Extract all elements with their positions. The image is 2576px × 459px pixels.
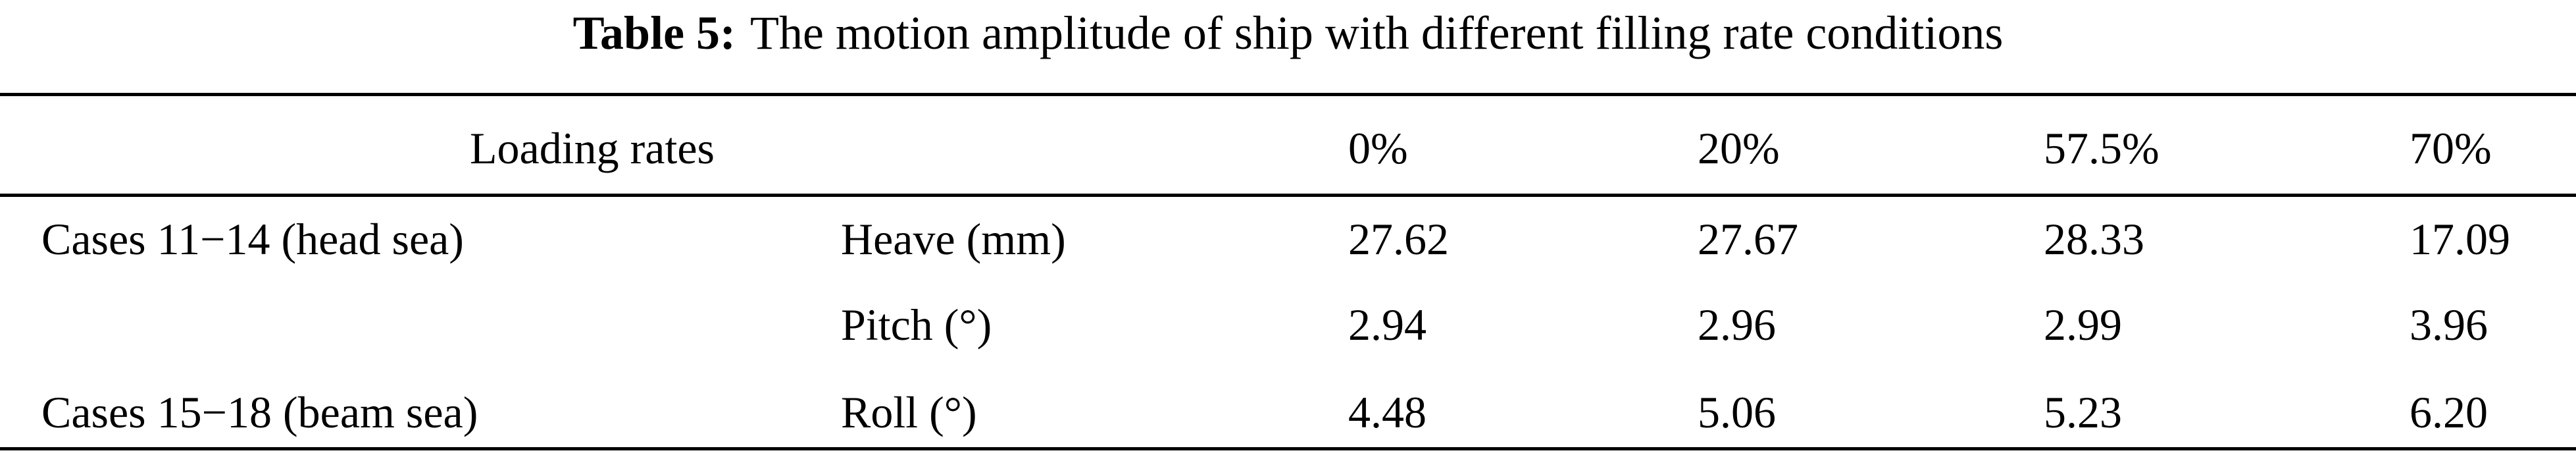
row-measure: Pitch (°) [841, 300, 992, 350]
top-rule [0, 93, 2576, 96]
row-group: Cases 15−18 (beam sea) [41, 387, 478, 437]
cell-value: 27.67 [1698, 214, 1798, 264]
cell-value: 27.62 [1348, 214, 1449, 264]
cell-value: 4.48 [1348, 387, 1427, 437]
cell-value: 6.20 [2410, 387, 2488, 437]
cell-value: 5.23 [2044, 387, 2122, 437]
mid-rule [0, 194, 2576, 197]
row-measure: Heave (mm) [841, 214, 1066, 264]
bottom-rule [0, 447, 2576, 450]
cell-value: 2.99 [2044, 300, 2122, 350]
row-group: Cases 11−14 (head sea) [41, 214, 464, 264]
cell-value: 5.06 [1698, 387, 1776, 437]
cell-value: 17.09 [2410, 214, 2510, 264]
header-cell: 70% [2410, 123, 2492, 173]
header-cell: 57.5% [2044, 123, 2159, 173]
table-caption: Table 5: The motion amplitude of ship wit… [0, 9, 2576, 57]
cell-value: 2.96 [1698, 300, 1776, 350]
row-measure: Roll (°) [841, 387, 977, 437]
cell-value: 2.94 [1348, 300, 1427, 350]
cell-value: 28.33 [2044, 214, 2144, 264]
header-cell: Loading rates [470, 123, 715, 173]
header-cell: 20% [1698, 123, 1780, 173]
cell-value: 3.96 [2410, 300, 2488, 350]
header-cell: 0% [1348, 123, 1408, 173]
caption-text: The motion amplitude of ship with differ… [750, 7, 2004, 59]
caption-label: Table 5: [572, 7, 736, 59]
